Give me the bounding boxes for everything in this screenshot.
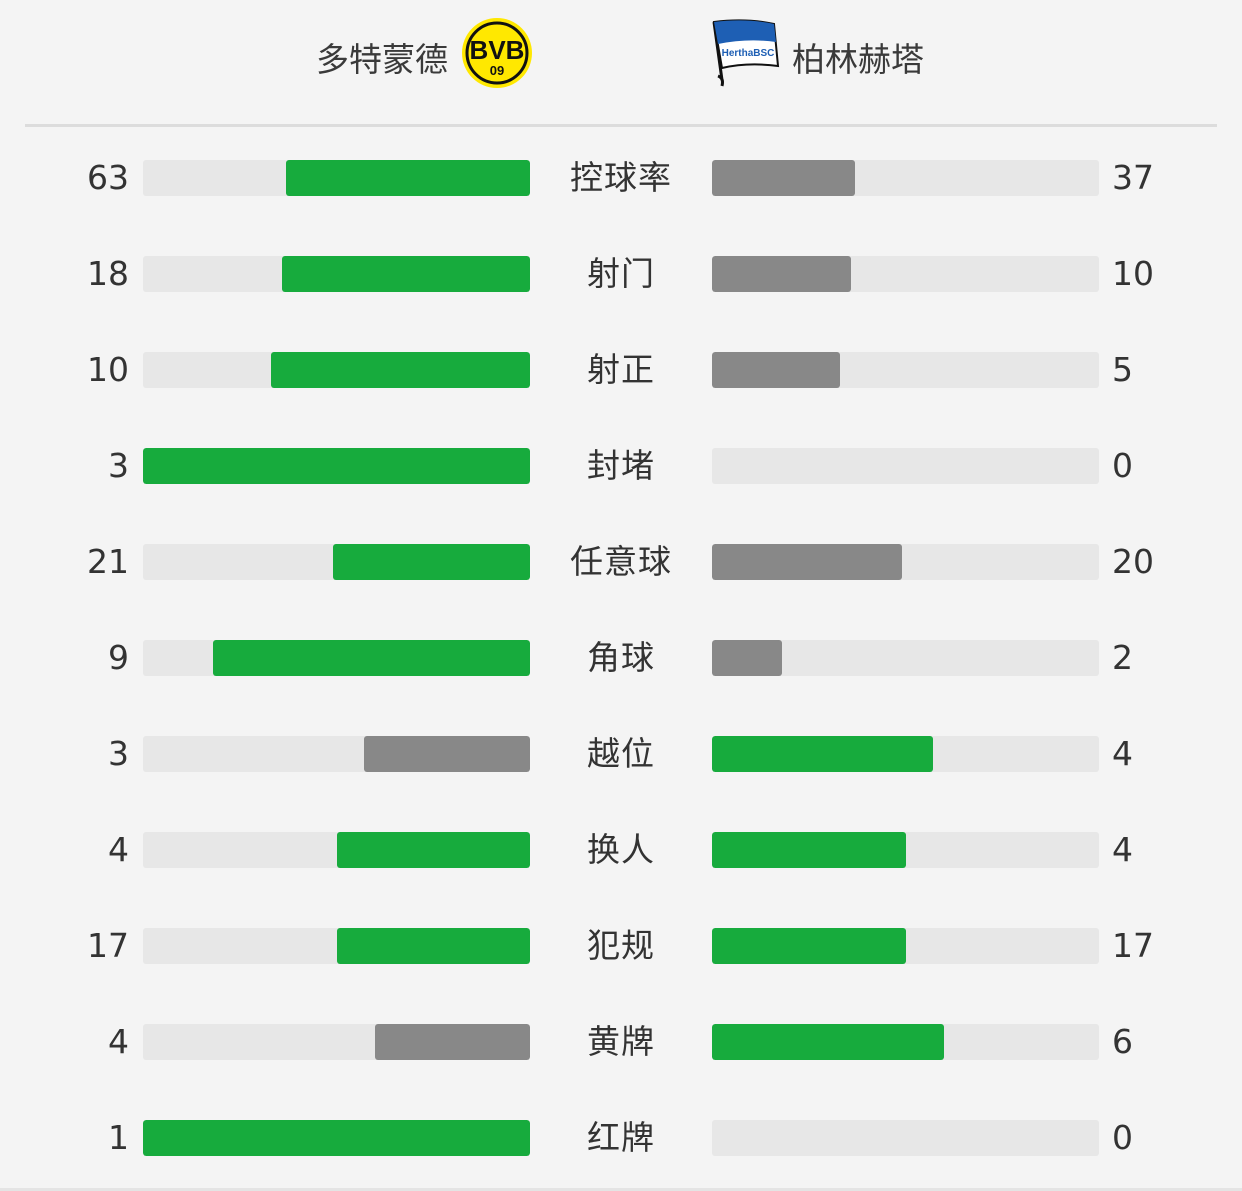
- home-value: 1: [108, 1118, 129, 1157]
- home-bar-track: [143, 160, 530, 196]
- away-bar-track: [712, 160, 1099, 196]
- away-bar-fill: [712, 1024, 945, 1060]
- home-bar-track: [143, 352, 530, 388]
- away-bar-fill: [712, 160, 856, 196]
- home-value: 4: [108, 830, 129, 869]
- bvb-crest-icon: BVB 09: [460, 16, 534, 98]
- svg-text:BVB: BVB: [470, 35, 525, 65]
- stat-label: 射正: [587, 350, 655, 389]
- away-bar-fill: [712, 832, 906, 868]
- home-bar-fill: [375, 1024, 530, 1060]
- away-bar-track: [712, 1024, 1099, 1060]
- stat-label: 射门: [587, 254, 655, 293]
- stat-label: 换人: [587, 830, 655, 869]
- home-bar-track: [143, 544, 530, 580]
- away-bar-track: [712, 640, 1099, 676]
- bottom-divider: [0, 1188, 1242, 1191]
- svg-text:09: 09: [490, 63, 504, 78]
- away-value: 17: [1112, 926, 1154, 965]
- home-bar-track: [143, 736, 530, 772]
- away-value: 0: [1112, 446, 1133, 485]
- home-value: 63: [87, 158, 129, 197]
- away-bar-fill: [712, 736, 933, 772]
- match-header: 多特蒙德 BVB 09 HerthaBSC 柏林赫塔: [0, 0, 1242, 124]
- home-bar-fill: [212, 640, 530, 676]
- stat-row: 21 任意球 20: [0, 514, 1242, 610]
- stat-label: 越位: [587, 734, 655, 773]
- away-bar-track: [712, 928, 1099, 964]
- home-bar-track: [143, 928, 530, 964]
- stat-row: 10 射正 5: [0, 322, 1242, 418]
- home-value: 18: [87, 254, 129, 293]
- home-bar-track: [143, 448, 530, 484]
- home-team-name: 多特蒙德: [316, 40, 448, 79]
- away-bar-track: [712, 544, 1099, 580]
- stat-row: 63 控球率 37: [0, 130, 1242, 226]
- away-bar-track: [712, 352, 1099, 388]
- home-bar-track: [143, 640, 530, 676]
- stat-label: 封堵: [587, 446, 655, 485]
- away-team-name: 柏林赫塔: [792, 40, 924, 79]
- home-bar-fill: [282, 256, 530, 292]
- away-bar-track: [712, 736, 1099, 772]
- home-value: 9: [108, 638, 129, 677]
- away-value: 10: [1112, 254, 1154, 293]
- stat-label: 红牌: [587, 1118, 655, 1157]
- stat-label: 犯规: [587, 926, 655, 965]
- away-value: 0: [1112, 1118, 1133, 1157]
- stat-label: 控球率: [570, 158, 672, 197]
- home-value: 4: [108, 1022, 129, 1061]
- home-bar-track: [143, 1120, 530, 1156]
- home-bar-fill: [363, 736, 530, 772]
- away-bar-track: [712, 448, 1099, 484]
- header-divider: [25, 124, 1217, 127]
- home-bar-fill: [143, 1120, 530, 1156]
- svg-text:HerthaBSC: HerthaBSC: [722, 48, 775, 59]
- home-bar-track: [143, 832, 530, 868]
- away-bar-fill: [712, 256, 852, 292]
- home-bar-fill: [143, 448, 530, 484]
- away-value: 4: [1112, 830, 1133, 869]
- stat-row: 3 封堵 0: [0, 418, 1242, 514]
- stats-list: 63 控球率 37 18 射门 10 10 射正 5 3 封堵 0 21 任意球 20 9 角球 2 3 越位 4 4 换人…: [0, 130, 1242, 1186]
- away-team[interactable]: HerthaBSC 柏林赫塔: [708, 19, 924, 94]
- home-bar-fill: [286, 160, 530, 196]
- hertha-flag-icon: HerthaBSC: [708, 16, 782, 98]
- home-value: 3: [108, 734, 129, 773]
- away-bar-track: [712, 1120, 1099, 1156]
- stat-row: 1 红牌 0: [0, 1090, 1242, 1186]
- away-bar-fill: [712, 928, 906, 964]
- stat-row: 3 越位 4: [0, 706, 1242, 802]
- home-bar-fill: [336, 928, 530, 964]
- away-value: 37: [1112, 158, 1154, 197]
- away-value: 20: [1112, 542, 1154, 581]
- stat-row: 9 角球 2: [0, 610, 1242, 706]
- stat-row: 17 犯规 17: [0, 898, 1242, 994]
- home-value: 21: [87, 542, 129, 581]
- away-bar-fill: [712, 352, 840, 388]
- home-bar-track: [143, 256, 530, 292]
- stat-label: 任意球: [570, 542, 672, 581]
- home-value: 17: [87, 926, 129, 965]
- home-bar-fill: [336, 832, 530, 868]
- stat-label: 黄牌: [587, 1022, 655, 1061]
- away-value: 4: [1112, 734, 1133, 773]
- away-value: 2: [1112, 638, 1133, 677]
- home-bar-track: [143, 1024, 530, 1060]
- away-value: 6: [1112, 1022, 1133, 1061]
- home-value: 3: [108, 446, 129, 485]
- home-bar-fill: [270, 352, 530, 388]
- stat-row: 4 黄牌 6: [0, 994, 1242, 1090]
- home-value: 10: [87, 350, 129, 389]
- away-bar-track: [712, 832, 1099, 868]
- stat-row: 18 射门 10: [0, 226, 1242, 322]
- stat-row: 4 换人 4: [0, 802, 1242, 898]
- away-bar-track: [712, 256, 1099, 292]
- stat-label: 角球: [587, 638, 655, 677]
- away-bar-fill: [712, 640, 782, 676]
- home-bar-fill: [332, 544, 530, 580]
- away-value: 5: [1112, 350, 1133, 389]
- away-bar-fill: [712, 544, 902, 580]
- home-team[interactable]: 多特蒙德 BVB 09: [316, 18, 534, 94]
